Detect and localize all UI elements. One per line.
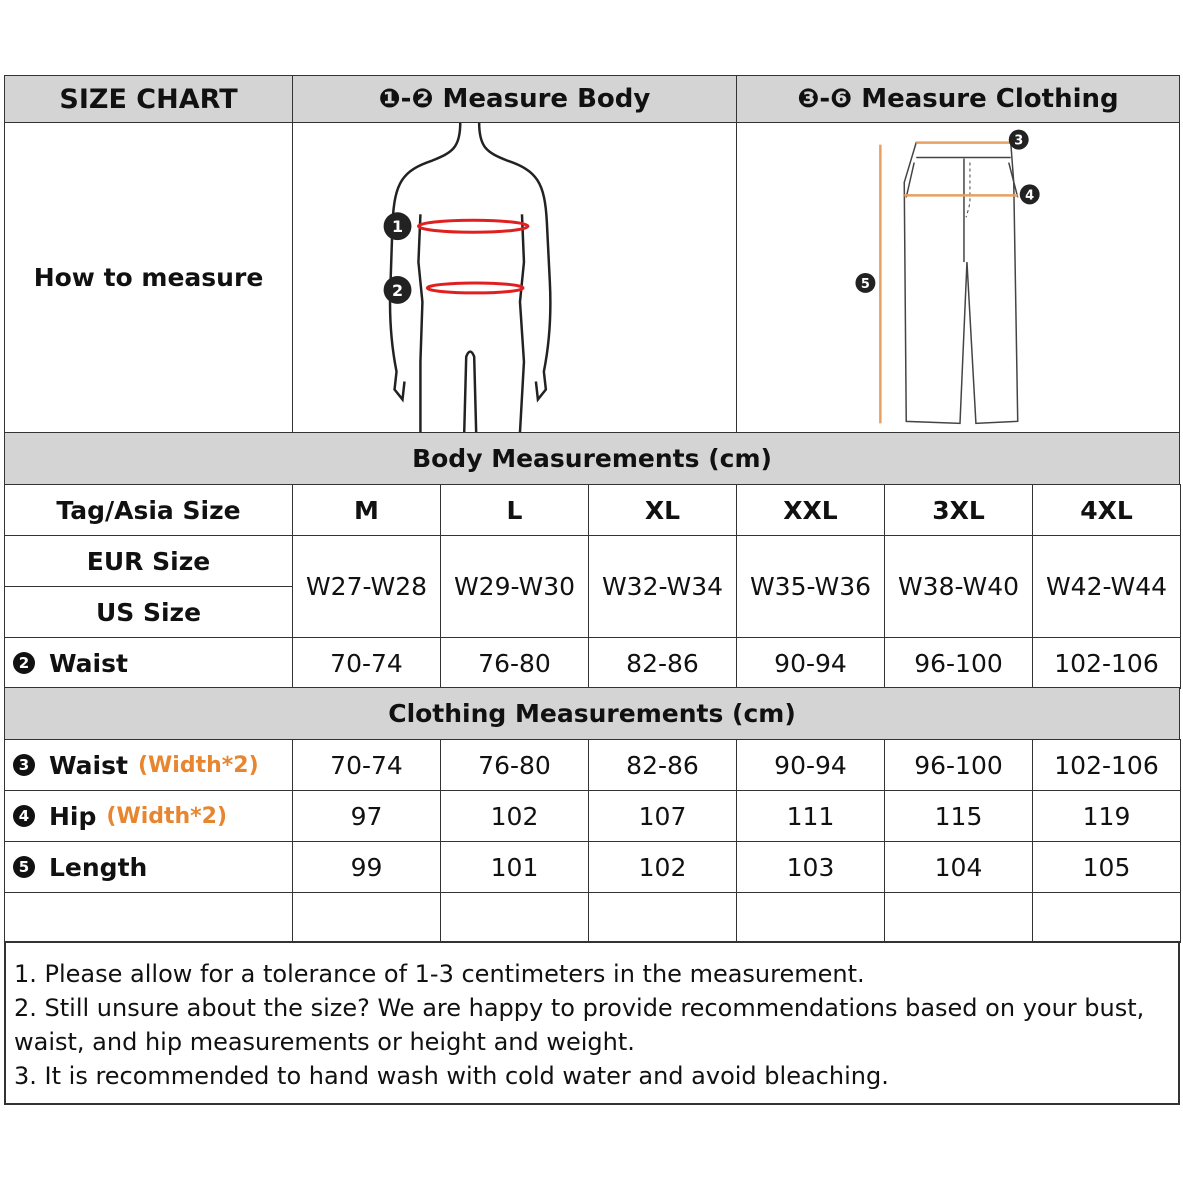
value-cell: 76-80 xyxy=(440,637,589,689)
row-label-text: Waist xyxy=(49,750,128,780)
marker-3-6: ❸-❻ xyxy=(797,84,853,114)
row-label: 2 Waist xyxy=(4,637,293,689)
value-cell: 97 xyxy=(292,790,441,842)
body-measurements-header: Body Measurements (cm) xyxy=(4,432,1180,485)
empty-cell xyxy=(440,892,589,943)
size-header: XXL xyxy=(736,484,885,536)
value-cell: 76-80 xyxy=(440,739,589,791)
size-chart-title: SIZE CHART xyxy=(4,75,293,123)
width-note: (Width*2) xyxy=(137,752,259,778)
value-cell: 96-100 xyxy=(884,637,1033,689)
marker-1-icon xyxy=(383,212,412,241)
value-cell: 119 xyxy=(1032,790,1181,842)
marker-4-icon: 4 xyxy=(13,805,35,827)
empty-cell xyxy=(1032,892,1181,943)
note-3: 3. It is recommended to hand wash with c… xyxy=(14,1062,889,1090)
body-illustration: 1 2 xyxy=(383,123,552,432)
how-to-measure-label: How to measure xyxy=(4,122,293,433)
marker-3-text: 3 xyxy=(1014,134,1023,149)
size-header: M xyxy=(292,484,441,536)
us-size-label: US Size xyxy=(4,586,293,638)
pants-illustration: 3 4 5 xyxy=(855,129,1040,425)
value-cell: 82-86 xyxy=(588,739,737,791)
width-note: (Width*2) xyxy=(106,803,228,829)
value-cell: 96-100 xyxy=(884,739,1033,791)
measure-body-title: Measure Body xyxy=(442,84,651,114)
marker-3-icon: 3 xyxy=(13,754,35,776)
eur-us-size-cell: W38-W40 xyxy=(884,535,1033,638)
size-header: 4XL xyxy=(1032,484,1181,536)
size-header: 3XL xyxy=(884,484,1033,536)
value-cell: 115 xyxy=(884,790,1033,842)
value-cell: 101 xyxy=(440,841,589,893)
value-cell: 107 xyxy=(588,790,737,842)
notes: 1. Please allow for a tolerance of 1-3 c… xyxy=(4,941,1180,1105)
eur-us-size-cell: W35-W36 xyxy=(736,535,885,638)
value-cell: 82-86 xyxy=(588,637,737,689)
marker-1-2: ❶-❷ xyxy=(378,84,434,114)
value-cell: 102-106 xyxy=(1032,739,1181,791)
marker-2-icon: 2 xyxy=(13,652,35,674)
value-cell: 102-106 xyxy=(1032,637,1181,689)
eur-us-size-cell: W42-W44 xyxy=(1032,535,1181,638)
empty-cell xyxy=(4,892,293,943)
size-header: XL xyxy=(588,484,737,536)
marker-5-text: 5 xyxy=(861,277,870,292)
size-header: L xyxy=(440,484,589,536)
marker-4-text: 4 xyxy=(1025,188,1034,203)
marker-2-icon xyxy=(383,276,412,304)
value-cell: 104 xyxy=(884,841,1033,893)
row-label: 4 Hip (Width*2) xyxy=(4,790,293,842)
row-label-text: Waist xyxy=(49,648,128,678)
clothing-figure: 3 4 5 xyxy=(736,122,1180,433)
value-cell: 70-74 xyxy=(292,739,441,791)
eur-us-size-cell: W32-W34 xyxy=(588,535,737,638)
measure-clothing-header: ❸-❻ Measure Clothing xyxy=(736,75,1180,123)
value-cell: 111 xyxy=(736,790,885,842)
empty-cell xyxy=(884,892,1033,943)
row-label-text: Length xyxy=(49,852,148,882)
row-label: 3 Waist (Width*2) xyxy=(4,739,293,791)
value-cell: 90-94 xyxy=(736,637,885,689)
measure-clothing-title: Measure Clothing xyxy=(861,84,1119,114)
marker-2-text: 2 xyxy=(392,281,403,300)
empty-cell xyxy=(588,892,737,943)
value-cell: 102 xyxy=(588,841,737,893)
value-cell: 99 xyxy=(292,841,441,893)
value-cell: 70-74 xyxy=(292,637,441,689)
note-2: 2. Still unsure about the size? We are h… xyxy=(14,994,1145,1056)
empty-cell xyxy=(292,892,441,943)
note-1: 1. Please allow for a tolerance of 1-3 c… xyxy=(14,960,865,988)
value-cell: 103 xyxy=(736,841,885,893)
clothing-measurements-header: Clothing Measurements (cm) xyxy=(4,687,1180,740)
eur-size-label: EUR Size xyxy=(4,535,293,587)
row-label: 5 Length xyxy=(4,841,293,893)
body-figure: 1 2 xyxy=(292,122,737,433)
size-label: Tag/Asia Size xyxy=(4,484,293,536)
measure-body-header: ❶-❷ Measure Body xyxy=(292,75,737,123)
marker-1-text: 1 xyxy=(392,217,403,236)
value-cell: 90-94 xyxy=(736,739,885,791)
marker-5-icon: 5 xyxy=(13,856,35,878)
row-label-text: Hip xyxy=(49,801,97,831)
eur-us-size-cell: W27-W28 xyxy=(292,535,441,638)
marker-5-icon xyxy=(855,273,876,293)
value-cell: 105 xyxy=(1032,841,1181,893)
eur-us-size-cell: W29-W30 xyxy=(440,535,589,638)
marker-4-icon xyxy=(1019,184,1040,205)
empty-cell xyxy=(736,892,885,943)
marker-3-icon xyxy=(1008,129,1029,150)
value-cell: 102 xyxy=(440,790,589,842)
